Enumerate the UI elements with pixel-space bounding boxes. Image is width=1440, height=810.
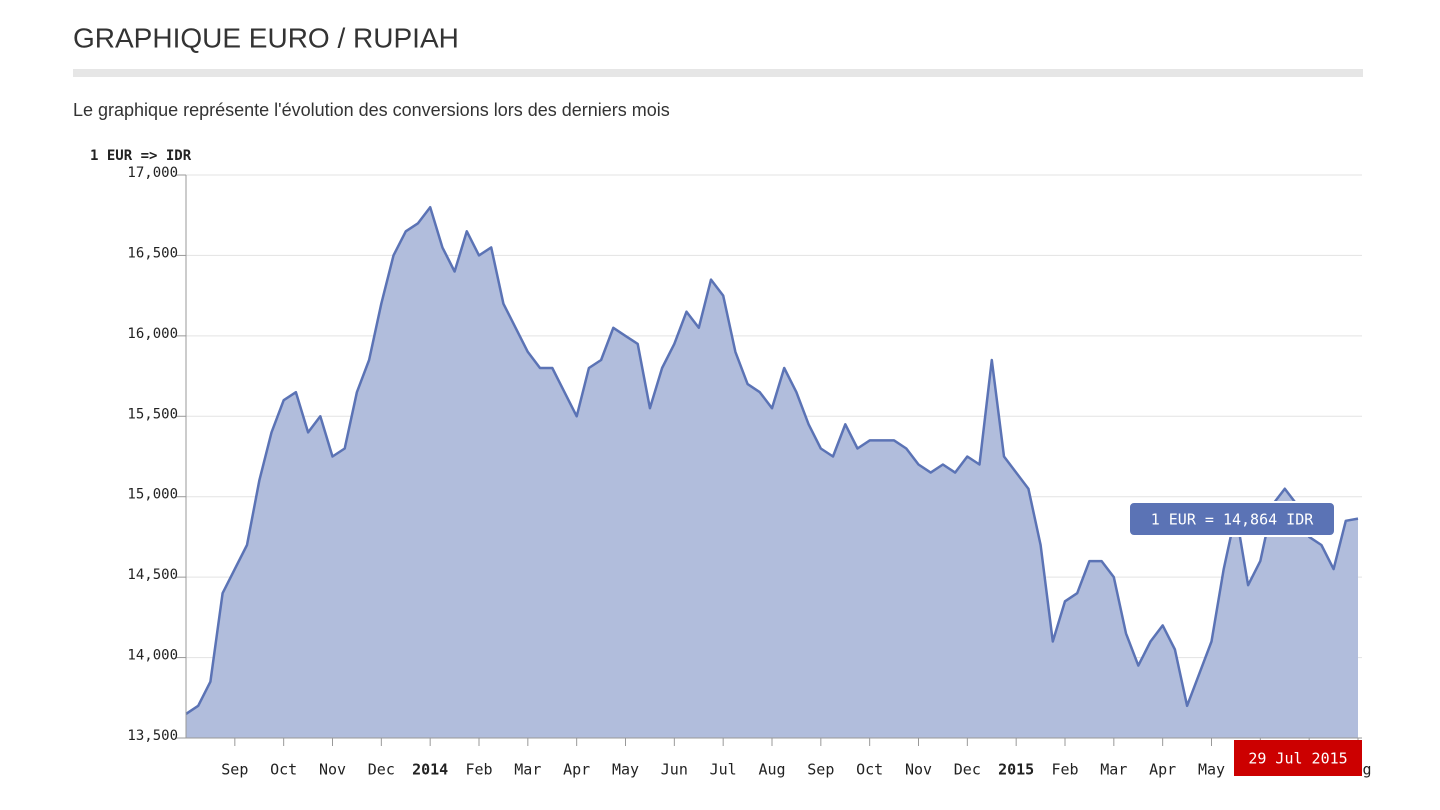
y-tick-label: 14,000 xyxy=(127,648,178,664)
x-tick-label: May xyxy=(612,761,639,779)
title-rule xyxy=(73,69,1363,77)
x-tick-label: Dec xyxy=(954,761,981,779)
tooltip-box xyxy=(1128,501,1336,537)
x-tick-label: Nov xyxy=(319,761,346,779)
x-tick-label: Jul xyxy=(710,761,737,779)
x-tick-label: Dec xyxy=(368,761,395,779)
x-tick-label: Feb xyxy=(1051,761,1078,779)
y-axis-label: 1 EUR => IDR xyxy=(90,148,192,164)
x-tick-label: 2014 xyxy=(412,761,448,779)
tooltip-text: 1 EUR = 14,864 IDR xyxy=(1151,511,1315,529)
x-tick-label: 2015 xyxy=(998,761,1034,779)
x-tick-label: Apr xyxy=(563,761,590,779)
x-tick-label: Oct xyxy=(270,761,297,779)
x-tick-label: Sep xyxy=(221,761,248,779)
y-tick-label: 17,000 xyxy=(127,165,178,181)
y-tick-label: 14,500 xyxy=(127,567,178,583)
line xyxy=(185,205,1359,715)
y-tick-label: 16,000 xyxy=(127,326,178,342)
page-title: GRAPHIQUE EURO / RUPIAH xyxy=(73,22,459,53)
x-tick-label: Feb xyxy=(465,761,492,779)
area xyxy=(186,207,1358,738)
x-tick-label: Oct xyxy=(856,761,883,779)
subtitle: Le graphique représente l'évolution des … xyxy=(73,100,670,120)
y-tick-label: 15,000 xyxy=(127,487,178,503)
x-tick-label: Apr xyxy=(1149,761,1176,779)
y-tick-label: 16,500 xyxy=(127,245,178,261)
y-tick-label: 13,500 xyxy=(127,728,178,744)
x-tick-label: Jun xyxy=(661,761,688,779)
crosshair-label: 29 Jul 2015 xyxy=(1248,750,1347,768)
x-tick-label: Nov xyxy=(905,761,932,779)
y-tick-label: 15,500 xyxy=(127,406,178,422)
x-tick-label: May xyxy=(1198,761,1225,779)
x-tick-label: Aug xyxy=(758,761,785,779)
x-tick-label: Sep xyxy=(807,761,834,779)
x-tick-label: Mar xyxy=(1100,761,1127,779)
crosshair-label-box xyxy=(1234,740,1362,776)
x-tick-label: Mar xyxy=(514,761,541,779)
